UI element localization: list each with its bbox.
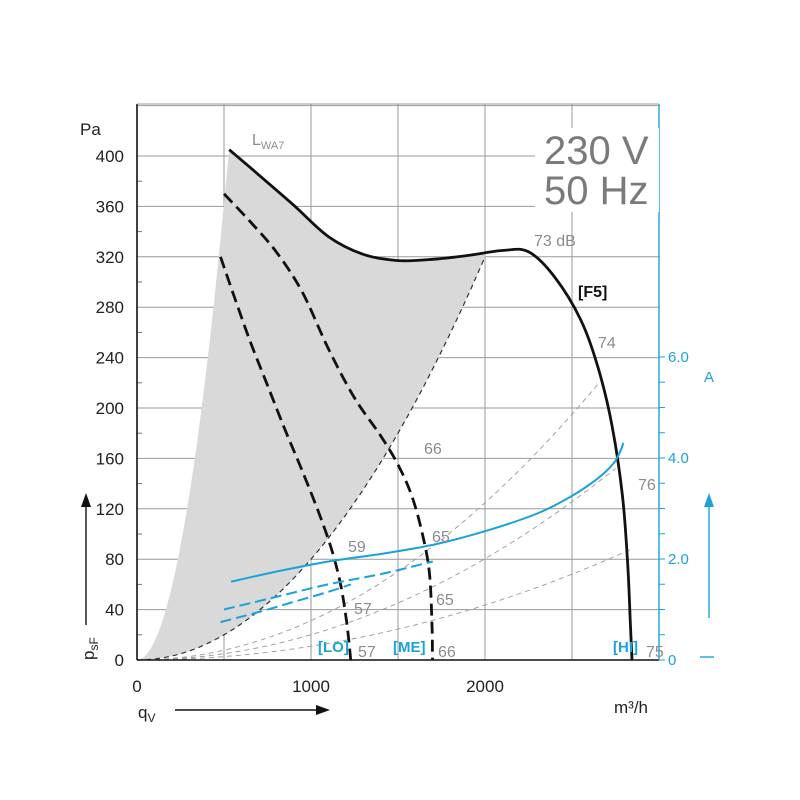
db-label-73: 73 dB bbox=[534, 233, 576, 250]
series-0 bbox=[228, 148, 634, 661]
y-unit-label: Pa bbox=[80, 120, 101, 139]
db-label-76: 76 bbox=[638, 477, 656, 494]
x-tick-2: 2000 bbox=[466, 677, 504, 696]
y-tick-1: 40 bbox=[105, 601, 124, 620]
tag-f5: [F5] bbox=[578, 284, 607, 301]
db-label-59: 59 bbox=[348, 539, 366, 556]
system-curve-0 bbox=[136, 256, 486, 661]
frequency-label: 50 Hz bbox=[544, 169, 649, 213]
title-backdrop bbox=[535, 128, 659, 212]
y-tick-10: 400 bbox=[96, 147, 124, 166]
db-label-65-low: 65 bbox=[436, 592, 454, 609]
db-label-66-top: 66 bbox=[424, 441, 442, 458]
tick-labels: 0 40 80 120 160 200 240 280 320 360 400 0 1000 2000 0 2… bbox=[96, 147, 689, 696]
series-2 bbox=[219, 256, 353, 661]
x-tick-1: 1000 bbox=[292, 677, 330, 696]
series-lines bbox=[219, 148, 634, 661]
db-label-74: 74 bbox=[598, 335, 616, 352]
y-tick-5: 200 bbox=[96, 399, 124, 418]
db-label-57-bot: 57 bbox=[358, 644, 376, 661]
y-tick-6: 240 bbox=[96, 349, 124, 368]
system-curve-3 bbox=[137, 548, 634, 661]
current-arrow-head bbox=[704, 493, 714, 507]
system-curve-1 bbox=[137, 383, 599, 661]
y2-unit-label: A bbox=[704, 369, 714, 386]
series-4 bbox=[223, 560, 434, 611]
system-curves bbox=[136, 256, 634, 661]
db-label-66-bot: 66 bbox=[438, 644, 456, 661]
series-3 bbox=[230, 442, 625, 583]
y-tick-8: 320 bbox=[96, 248, 124, 267]
y-tick-7: 280 bbox=[96, 298, 124, 317]
series-1 bbox=[222, 192, 434, 661]
y-tick-3: 120 bbox=[96, 500, 124, 519]
x-symbol-label: qV bbox=[138, 703, 155, 725]
system-curve-2 bbox=[137, 468, 616, 661]
tag-me: [ME] bbox=[393, 639, 426, 656]
x-unit-label: m³/h bbox=[614, 698, 648, 717]
tag-hi: [HI] bbox=[613, 639, 638, 656]
sound-power-label: LWA7 bbox=[252, 132, 284, 152]
y2-tick-0: 0 bbox=[668, 652, 676, 669]
y-symbol-label: psF bbox=[79, 637, 101, 660]
y2-tick-1: 2.0 bbox=[668, 551, 689, 568]
tag-lo: [LO] bbox=[318, 639, 349, 656]
db-label-75: 75 bbox=[646, 644, 664, 661]
operating-range-shade bbox=[137, 149, 485, 660]
y-tick-2: 80 bbox=[105, 550, 124, 569]
y2-tick-2: 4.0 bbox=[668, 450, 689, 467]
db-label-57-mid: 57 bbox=[354, 601, 372, 618]
db-label-65-mid: 65 bbox=[432, 529, 450, 546]
voltage-label: 230 V bbox=[544, 129, 649, 173]
y-arrow-head bbox=[81, 493, 91, 507]
x-tick-0: 0 bbox=[132, 677, 141, 696]
y2-tick-3: 6.0 bbox=[668, 349, 689, 366]
y-tick-9: 360 bbox=[96, 197, 124, 216]
y-tick-0: 0 bbox=[115, 651, 124, 670]
series-5 bbox=[220, 583, 352, 624]
y-tick-4: 160 bbox=[96, 449, 124, 468]
x-arrow-head bbox=[316, 705, 330, 715]
